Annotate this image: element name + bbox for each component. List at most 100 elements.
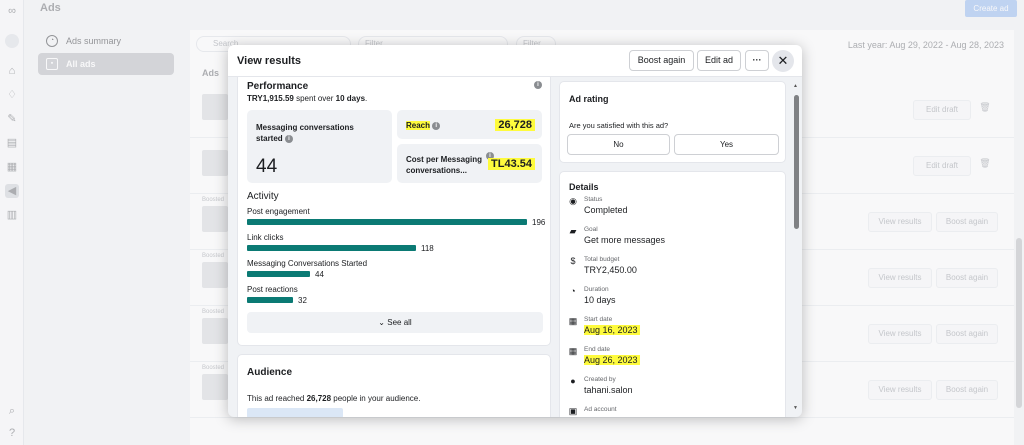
- reach-stat: Reach i 26,728: [397, 110, 542, 139]
- edit-ad-button[interactable]: Edit ad: [697, 50, 741, 71]
- avatar[interactable]: [5, 34, 19, 48]
- info-icon[interactable]: i: [284, 134, 293, 143]
- messaging-label: Messaging conversations started i: [256, 122, 381, 144]
- pen-icon[interactable]: ✎: [7, 113, 17, 125]
- audience-card: Audience This ad reached 26,728 people i…: [237, 354, 551, 417]
- detail-item: ▦ End date Aug 26, 2023: [568, 346, 778, 374]
- goal-icon: ▰: [569, 226, 577, 236]
- detail-item: ▣ Ad account: [568, 406, 778, 417]
- ads-column-header: Ads: [202, 68, 220, 78]
- boost-again-button[interactable]: Boost again: [936, 380, 998, 400]
- detail-item: ▦ Start date Aug 16, 2023: [568, 316, 778, 344]
- scroll-up-arrow-icon[interactable]: ▲: [793, 83, 798, 89]
- boost-again-button[interactable]: Boost again: [936, 324, 998, 344]
- insights-icon[interactable]: ▥: [6, 209, 18, 221]
- rating-no-button[interactable]: No: [567, 134, 670, 155]
- detail-value: Aug 16, 2023: [584, 325, 640, 335]
- view-results-button[interactable]: View results: [868, 380, 932, 400]
- table-row[interactable]: Boosted View results Boost again: [190, 362, 1014, 418]
- sidenav-item-all-ads[interactable]: ▪ All ads: [38, 53, 174, 75]
- edit-draft-button[interactable]: Edit draft: [913, 156, 971, 176]
- trash-icon[interactable]: 🗑: [979, 158, 991, 168]
- reach-label-text: Reach: [406, 121, 431, 130]
- cost-per-conversation-stat: Cost per Messaging conversations... i TL…: [397, 144, 542, 183]
- detail-item: ◔ Duration 10 days: [568, 286, 778, 314]
- see-all-button[interactable]: ⌄ See all: [247, 312, 543, 333]
- detail-item: ● Created by tahani.salon: [568, 376, 778, 404]
- grid-icon[interactable]: ▦: [6, 161, 18, 173]
- more-options-button[interactable]: ···: [745, 50, 769, 71]
- activity-row-label: Messaging Conversations Started: [247, 259, 368, 268]
- activity-value: 32: [298, 296, 307, 305]
- activity-row-label: Link clicks: [247, 233, 284, 242]
- person-icon: ●: [570, 376, 576, 386]
- ads-icon: ▪: [46, 58, 58, 70]
- view-results-modal: View results Boost again Edit ad ··· ✕ P…: [228, 45, 802, 417]
- sidenav-item-label: Ads summary: [66, 36, 122, 46]
- detail-value: tahani.salon: [584, 385, 633, 395]
- calendar-icon: ▦: [568, 346, 578, 356]
- detail-value: TRY2,450.00: [584, 265, 637, 275]
- help-icon[interactable]: ?: [8, 427, 16, 439]
- sidenav-item-label: All ads: [66, 59, 96, 69]
- detail-label: End date: [584, 346, 611, 353]
- view-results-button[interactable]: View results: [868, 268, 932, 288]
- search-icon[interactable]: ⌕: [8, 405, 16, 417]
- reach-label: Reach i: [406, 120, 441, 131]
- date-range-picker[interactable]: Last year: Aug 29, 2022 - Aug 28, 2023: [847, 40, 1004, 50]
- activity-bar: [247, 219, 527, 225]
- activity-value: 196: [532, 218, 546, 227]
- activity-bar: [247, 297, 293, 303]
- ad-thumbnail: [202, 206, 228, 232]
- audience-text-post: people in your audience.: [331, 394, 421, 403]
- meta-logo-icon[interactable]: ∞: [8, 5, 16, 17]
- detail-label: Total budget: [584, 256, 620, 263]
- info-icon[interactable]: i: [486, 152, 494, 160]
- boosted-label: Boosted: [202, 365, 225, 371]
- detail-item: ◉ Status Completed: [568, 196, 778, 224]
- scroll-down-arrow-icon[interactable]: ▼: [793, 405, 798, 411]
- info-icon[interactable]: i: [534, 81, 542, 89]
- bell-icon[interactable]: ♢: [7, 89, 17, 101]
- close-icon[interactable]: ✕: [772, 50, 794, 72]
- pages-icon[interactable]: ▤: [6, 137, 18, 149]
- messaging-value: 44: [256, 156, 278, 177]
- activity-bar: [247, 245, 416, 251]
- boost-again-button[interactable]: Boost again: [936, 212, 998, 232]
- page-scrollbar[interactable]: [1016, 238, 1022, 408]
- info-icon[interactable]: i: [432, 121, 441, 130]
- ad-rating-title: Ad rating: [569, 94, 609, 104]
- modal-header: View results Boost again Edit ad ··· ✕: [228, 45, 802, 77]
- boosted-label: Boosted: [202, 197, 225, 203]
- trash-icon[interactable]: 🗑: [979, 102, 991, 112]
- rating-yes-button[interactable]: Yes: [674, 134, 779, 155]
- boosted-label: Boosted: [202, 253, 225, 259]
- view-results-button[interactable]: View results: [868, 324, 932, 344]
- spent-amount: TRY1,915.59: [247, 94, 294, 103]
- audience-title: Audience: [247, 367, 293, 378]
- detail-value: Get more messages: [584, 235, 666, 245]
- spent-days: 10 days: [335, 94, 366, 103]
- detail-label: Duration: [584, 286, 609, 293]
- detail-label: Start date: [584, 316, 613, 323]
- spent-mid: spent over: [293, 94, 336, 103]
- sidenav-item-ads-summary[interactable]: ◔ Ads summary: [38, 30, 174, 52]
- detail-label: Ad account: [584, 406, 617, 413]
- home-icon[interactable]: ⌂: [8, 65, 16, 77]
- audience-chart-placeholder: [247, 408, 343, 417]
- audience-text: This ad reached 26,728 people in your au…: [247, 394, 420, 403]
- modal-body: Performance i TRY1,915.59 spent over 10 …: [228, 77, 802, 417]
- modal-scrollbar[interactable]: [794, 95, 799, 229]
- create-ad-button[interactable]: Create ad: [965, 0, 1017, 17]
- activity-value: 118: [421, 244, 434, 253]
- audience-reach-number: 26,728: [306, 394, 332, 403]
- view-results-button[interactable]: View results: [868, 212, 932, 232]
- ad-rating-question: Are you satisfied with this ad?: [569, 121, 669, 130]
- boosted-label: Boosted: [202, 309, 225, 315]
- megaphone-icon[interactable]: ◀: [5, 184, 19, 198]
- edit-draft-button[interactable]: Edit draft: [913, 100, 971, 120]
- ad-rating-card: Ad rating Are you satisfied with this ad…: [559, 81, 786, 163]
- boost-again-button[interactable]: Boost again: [936, 268, 998, 288]
- detail-item: ▰ Goal Get more messages: [568, 226, 778, 254]
- boost-again-button[interactable]: Boost again: [629, 50, 694, 71]
